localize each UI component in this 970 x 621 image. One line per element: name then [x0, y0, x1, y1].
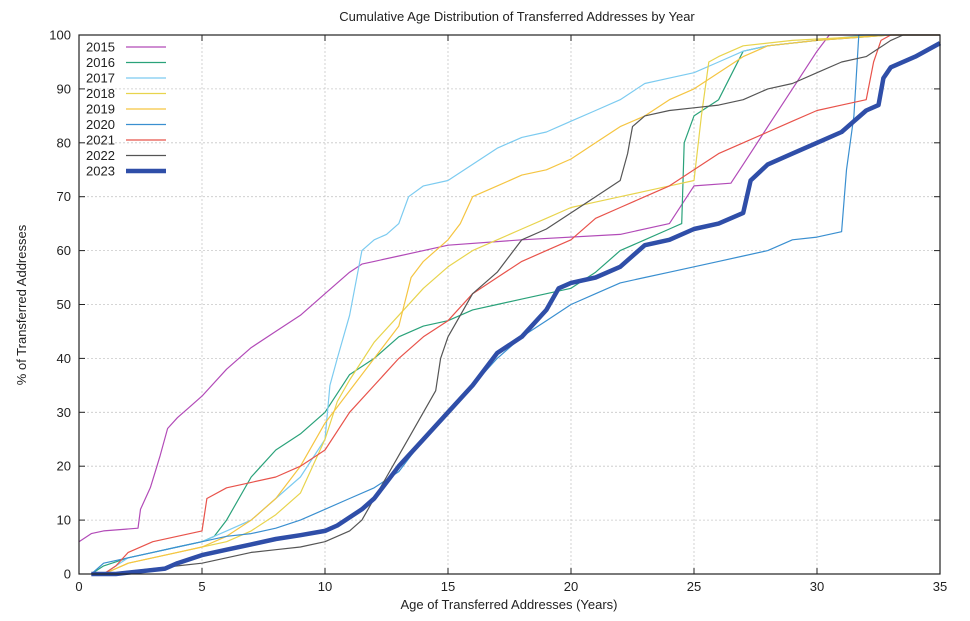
y-tick-label: 60 [57, 243, 71, 258]
x-tick-label: 25 [687, 579, 701, 594]
y-axis-label: % of Transferred Addresses [14, 224, 29, 385]
legend-label: 2020 [86, 117, 115, 132]
series-line-2021 [103, 34, 940, 575]
series-line-2022 [103, 34, 940, 575]
y-tick-label: 20 [57, 459, 71, 474]
legend-label: 2018 [86, 86, 115, 101]
x-axis-label: Age of Transferred Addresses (Years) [400, 597, 617, 612]
x-tick-label: 5 [198, 579, 205, 594]
y-tick-label: 90 [57, 81, 71, 96]
y-tick-label: 0 [64, 567, 71, 582]
x-tick-label: 30 [810, 579, 824, 594]
y-tick-label: 80 [57, 135, 71, 150]
legend-label: 2017 [86, 71, 115, 86]
series-line-2015 [78, 34, 940, 543]
y-tick-label: 100 [49, 28, 71, 43]
x-tick-label: 20 [564, 579, 578, 594]
y-tick-label: 30 [57, 405, 71, 420]
y-tick-label: 10 [57, 513, 71, 528]
legend-label: 2022 [86, 148, 115, 163]
grid [79, 35, 940, 574]
legend-label: 2019 [86, 102, 115, 117]
chart-title: Cumulative Age Distribution of Transferr… [339, 9, 695, 24]
legend-label: 2023 [86, 164, 115, 179]
legend-label: 2016 [86, 55, 115, 70]
x-tick-label: 35 [933, 579, 947, 594]
y-tick-label: 40 [57, 351, 71, 366]
y-tick-label: 50 [57, 297, 71, 312]
series-line-2023 [91, 41, 942, 577]
series-line-2020 [90, 34, 940, 575]
series-line-2018 [103, 34, 940, 575]
y-tick-label: 70 [57, 189, 71, 204]
x-tick-label: 0 [75, 579, 82, 594]
series-line-2019 [103, 34, 940, 575]
axis-ticks: 0 5 10 15 20 25 30 35 0 10 20 30 40 50 60 70 80 90 100 [49, 28, 947, 595]
legend-label: 2015 [86, 40, 115, 55]
x-tick-label: 15 [441, 579, 455, 594]
legend-label: 2021 [86, 133, 115, 148]
series-lines [78, 34, 942, 577]
series-line-2017 [103, 34, 940, 575]
x-tick-label: 10 [318, 579, 332, 594]
